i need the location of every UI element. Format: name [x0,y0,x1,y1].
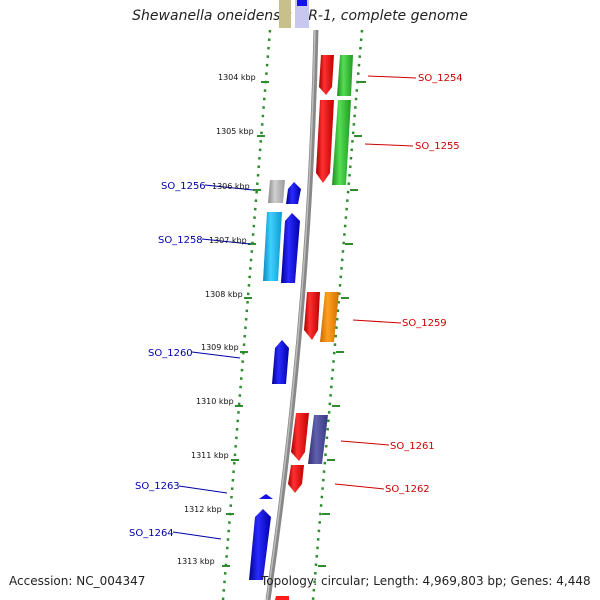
kbp-label-1308: 1308 kbp [205,290,243,299]
forward-leaders [334,75,417,490]
kbp-label-1307: 1307 kbp [209,236,247,245]
gene-label-so-1258[interactable]: SO_1258 [158,235,203,246]
right-ruler-line [311,29,364,600]
accession-text: Accession: NC_004347 [9,574,146,588]
gene-top-blue [297,0,307,6]
gene-so-1254-a [319,55,334,95]
ruler-ticks-left [222,81,269,567]
gene-top-lavender [295,0,309,28]
gene-label-so-1255[interactable]: SO_1255 [415,141,460,152]
gene-so-1261-b [308,415,328,464]
gene-so-1261-a [291,413,309,461]
left-ruler-line [221,29,272,600]
gene-so-1264 [249,509,271,580]
gene-so-1260 [272,340,289,384]
gene-so-1255-b [332,100,351,185]
gene-so-1256-grey [268,180,285,203]
gene-so-1259-b [320,292,339,342]
genome-backbone [265,29,319,600]
gene-so-1259-a [304,292,320,340]
gene-so-1255-a [316,100,334,183]
kbp-label-1306: 1306 kbp [212,182,250,191]
gene-label-so-1262[interactable]: SO_1262 [385,484,430,495]
gene-label-so-1256[interactable]: SO_1256 [161,181,206,192]
gene-label-so-1264[interactable]: SO_1264 [129,528,174,539]
gene-so-1258-blue [281,213,300,283]
gene-bottom-red [275,596,289,600]
gene-label-so-1263[interactable]: SO_1263 [135,481,180,492]
gene-label-so-1260[interactable]: SO_1260 [148,348,193,359]
gene-so-1263 [259,494,273,499]
genome-summary-text: Topology: circular; Length: 4,969,803 bp… [261,574,591,588]
kbp-label-1313: 1313 kbp [177,557,215,566]
gene-label-so-1261[interactable]: SO_1261 [390,441,435,452]
gene-so-1258-cyan [263,212,282,281]
kbp-label-1305: 1305 kbp [216,127,254,136]
kbp-label-1311: 1311 kbp [191,451,229,460]
kbp-label-1310: 1310 kbp [196,397,234,406]
gene-label-so-1254[interactable]: SO_1254 [418,73,463,84]
backbone-highlight [266,29,316,600]
kbp-label-1309: 1309 kbp [201,343,239,352]
kbp-label-1304: 1304 kbp [218,73,256,82]
gene-so-1262 [288,465,304,493]
reverse-leaders [172,184,254,540]
gene-top-khaki [279,0,291,28]
gene-so-1254-b [337,55,353,96]
gene-label-so-1259[interactable]: SO_1259 [402,318,447,329]
ruler-ticks [318,81,366,567]
gene-so-1256-blue [286,182,301,204]
kbp-label-1312: 1312 kbp [184,505,222,514]
